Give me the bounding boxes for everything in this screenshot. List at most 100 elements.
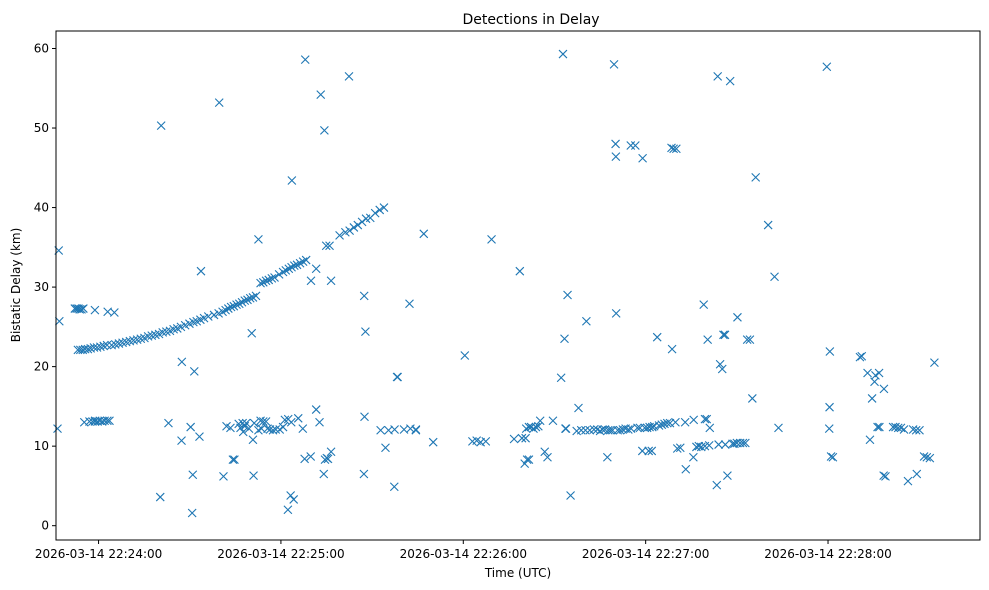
data-point bbox=[311, 405, 321, 414]
data-point bbox=[118, 338, 127, 348]
data-point bbox=[78, 304, 88, 313]
data-point bbox=[156, 121, 166, 131]
data-point bbox=[289, 261, 299, 271]
data-point bbox=[609, 60, 619, 69]
data-point bbox=[300, 454, 310, 464]
data-point bbox=[720, 330, 730, 340]
data-point bbox=[611, 308, 621, 318]
data-point bbox=[283, 505, 293, 515]
data-point bbox=[75, 304, 85, 314]
data-point bbox=[286, 491, 296, 500]
data-point bbox=[922, 452, 932, 462]
data-point bbox=[286, 417, 296, 427]
data-point bbox=[230, 455, 239, 465]
data-point bbox=[672, 444, 682, 453]
data-point bbox=[77, 304, 86, 314]
data-point bbox=[747, 394, 757, 403]
data-point bbox=[524, 422, 534, 432]
data-point bbox=[560, 334, 569, 344]
data-point bbox=[825, 347, 835, 356]
data-point bbox=[680, 417, 690, 427]
data-point bbox=[574, 403, 583, 413]
data-point bbox=[226, 302, 236, 312]
data-point bbox=[531, 422, 541, 432]
data-point bbox=[392, 372, 402, 382]
data-point bbox=[90, 416, 100, 426]
data-point bbox=[306, 276, 316, 286]
data-point bbox=[662, 418, 672, 428]
data-point bbox=[515, 266, 525, 276]
data-point bbox=[911, 425, 921, 435]
data-point bbox=[699, 300, 709, 309]
data-point bbox=[376, 425, 386, 435]
data-point bbox=[177, 357, 187, 367]
data-point bbox=[657, 420, 667, 430]
data-point bbox=[535, 416, 545, 426]
data-point bbox=[53, 424, 62, 434]
data-point bbox=[196, 266, 206, 276]
y-tick-label: 0 bbox=[41, 519, 49, 533]
data-point bbox=[669, 144, 679, 154]
plot-area bbox=[53, 49, 939, 518]
x-axis-ticks: 2026-03-14 22:24:00 2026-03-14 22:25:00 20… bbox=[35, 540, 892, 561]
data-point bbox=[219, 471, 228, 481]
y-tick-label: 10 bbox=[34, 439, 49, 453]
data-point bbox=[278, 422, 288, 432]
data-point bbox=[195, 432, 204, 441]
data-point bbox=[323, 454, 333, 464]
data-point bbox=[240, 296, 250, 305]
data-point bbox=[602, 452, 612, 462]
data-point bbox=[249, 471, 258, 480]
data-point bbox=[121, 337, 131, 347]
data-point bbox=[278, 267, 288, 277]
data-point bbox=[615, 425, 625, 435]
data-point bbox=[623, 425, 633, 434]
data-point bbox=[143, 332, 153, 341]
data-point bbox=[725, 76, 735, 86]
data-point bbox=[298, 424, 308, 434]
data-point bbox=[893, 423, 903, 433]
data-point bbox=[54, 316, 64, 326]
data-point bbox=[375, 205, 385, 215]
data-point bbox=[229, 301, 239, 311]
data-point bbox=[881, 471, 890, 481]
data-point bbox=[247, 328, 257, 338]
data-point bbox=[248, 435, 258, 445]
data-point bbox=[370, 208, 380, 218]
data-point bbox=[556, 373, 566, 383]
data-point bbox=[287, 262, 296, 272]
data-point bbox=[867, 394, 877, 403]
data-point bbox=[652, 332, 662, 342]
data-point bbox=[647, 446, 657, 456]
data-point bbox=[879, 384, 889, 394]
data-point bbox=[521, 433, 530, 443]
data-point bbox=[671, 144, 681, 154]
data-point bbox=[109, 308, 119, 317]
data-point bbox=[874, 368, 884, 378]
chart-title: Detections in Delay bbox=[462, 12, 599, 28]
data-point bbox=[274, 269, 284, 279]
data-point bbox=[256, 278, 265, 288]
data-points bbox=[53, 49, 939, 518]
data-point bbox=[581, 316, 591, 326]
data-point bbox=[353, 220, 363, 230]
data-point bbox=[344, 71, 354, 81]
data-point bbox=[241, 418, 251, 428]
data-point bbox=[203, 312, 213, 321]
data-point bbox=[671, 417, 680, 427]
data-point bbox=[249, 418, 259, 428]
data-point bbox=[125, 336, 135, 346]
data-point bbox=[107, 340, 117, 350]
data-point bbox=[390, 425, 399, 434]
y-tick-label: 50 bbox=[34, 121, 49, 135]
data-point bbox=[300, 55, 310, 65]
data-point bbox=[824, 424, 834, 434]
data-point bbox=[529, 424, 538, 434]
data-point bbox=[689, 415, 699, 425]
data-point bbox=[704, 440, 714, 450]
data-point bbox=[321, 241, 331, 251]
data-point bbox=[389, 482, 399, 492]
data-point bbox=[238, 427, 248, 437]
data-point bbox=[524, 455, 534, 465]
